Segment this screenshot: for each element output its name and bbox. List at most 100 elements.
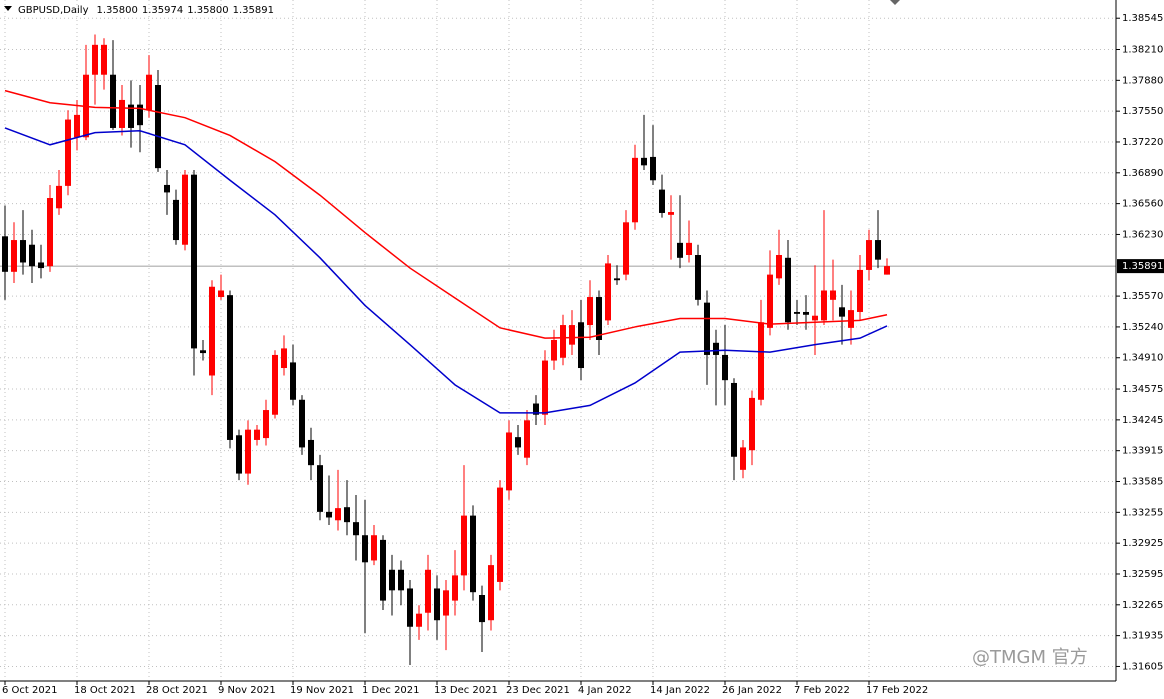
candle-body [227,295,233,440]
candle-body [380,539,386,601]
candle-body [785,257,791,323]
y-tick-label: 1.37220 [1122,137,1163,148]
candle-body [488,565,494,621]
candle-body [884,266,890,275]
candle-body [218,290,224,298]
candle-body [704,302,710,355]
candle-body [578,322,584,369]
y-tick-label: 1.31605 [1122,661,1163,672]
candle-body [110,74,116,128]
candle-body [254,429,260,440]
candle-body [623,222,629,275]
candle-body [713,342,719,355]
candle-body [281,348,287,369]
candle-body [344,507,350,523]
candle-body [848,310,854,328]
candle-body [641,157,647,166]
x-tick-label: 26 Jan 2022 [722,685,782,696]
y-tick-label: 1.34910 [1122,353,1163,364]
x-tick-label: 23 Dec 2021 [506,685,570,696]
x-tick-label: 28 Oct 2021 [146,685,208,696]
candle-body [632,157,638,223]
candle-body [767,274,773,328]
candle-body [731,382,737,457]
y-tick-label: 1.36890 [1122,168,1163,179]
candle-body [101,44,107,75]
candle-body [191,174,197,349]
candle-body [317,465,323,512]
candle-body [20,240,26,263]
x-tick-label: 19 Nov 2021 [290,685,354,696]
candle-body [38,262,44,269]
y-tick-label: 1.34245 [1122,415,1163,426]
candle-body [11,240,17,272]
candle-body [866,240,872,270]
y-tick-label: 1.38210 [1122,45,1163,56]
candle-body [857,269,863,312]
y-tick-label: 1.35240 [1122,322,1163,333]
candle-body [398,569,404,591]
y-tick-label: 1.37550 [1122,106,1163,117]
candle-body [821,290,827,321]
y-tick-label: 1.31935 [1122,631,1163,642]
y-tick-label: 1.38545 [1122,13,1163,24]
y-tick-label: 1.32265 [1122,600,1163,611]
header-value: 1.35891 [233,5,274,16]
candle-body [362,535,368,563]
last-price-box [1117,259,1164,274]
candle-body [686,242,692,255]
menu-arrow[interactable] [4,6,12,11]
candle-body [389,569,395,591]
candle-body [722,354,728,381]
candle-body [2,236,8,272]
candle-body [353,522,359,536]
y-tick-label: 1.33255 [1122,507,1163,518]
candle-body [47,198,53,267]
candle-body [533,403,539,415]
plot-layer [0,0,1116,680]
candle-body [182,174,188,245]
chart-header: GBPUSD,Daily 1.35800 1.35974 1.35800 1.35891 [18,5,274,16]
x-tick-label: 7 Feb 2022 [794,685,850,696]
candle-body [290,362,296,400]
x-tick-label: 18 Oct 2021 [74,685,136,696]
candle-body [875,240,881,260]
candle-body [587,297,593,326]
candle-body [758,322,764,400]
candle-body [839,307,845,317]
y-tick-label: 1.37880 [1122,75,1163,86]
moving-average [4,127,888,414]
y-tick-label: 1.35570 [1122,291,1163,302]
candle-body [560,325,566,358]
candle-body [605,263,611,321]
candle-body [65,119,71,186]
candle-body [614,278,620,281]
candle-body [146,74,152,111]
x-tick-label: 17 Feb 2022 [866,685,928,696]
candle-body [461,515,467,576]
header-value: 1.35800 [97,5,138,16]
x-tick-label: 13 Dec 2021 [434,685,498,696]
candle-body [416,613,422,627]
y-tick-label: 1.32595 [1122,569,1163,580]
candle-body [425,569,431,613]
candle-body [650,156,656,181]
candle-body [173,199,179,241]
candle-body [479,595,485,623]
candle-body [371,535,377,561]
candle-body [794,311,800,314]
candle-body [407,588,413,627]
y-tick-label: 1.33585 [1122,477,1163,488]
candle-body [29,244,35,267]
candle-body [596,297,602,340]
y-tick-label: 1.34575 [1122,384,1163,395]
candle-body [470,515,476,593]
header-value: 1.35800 [187,5,228,16]
candle-body [326,511,332,518]
candle-body [776,255,782,279]
x-tick-label: 1 Dec 2021 [362,685,420,696]
symbol-title: GBPUSD,Daily [18,5,89,16]
candle-body [569,325,575,345]
candle-body [335,508,341,521]
